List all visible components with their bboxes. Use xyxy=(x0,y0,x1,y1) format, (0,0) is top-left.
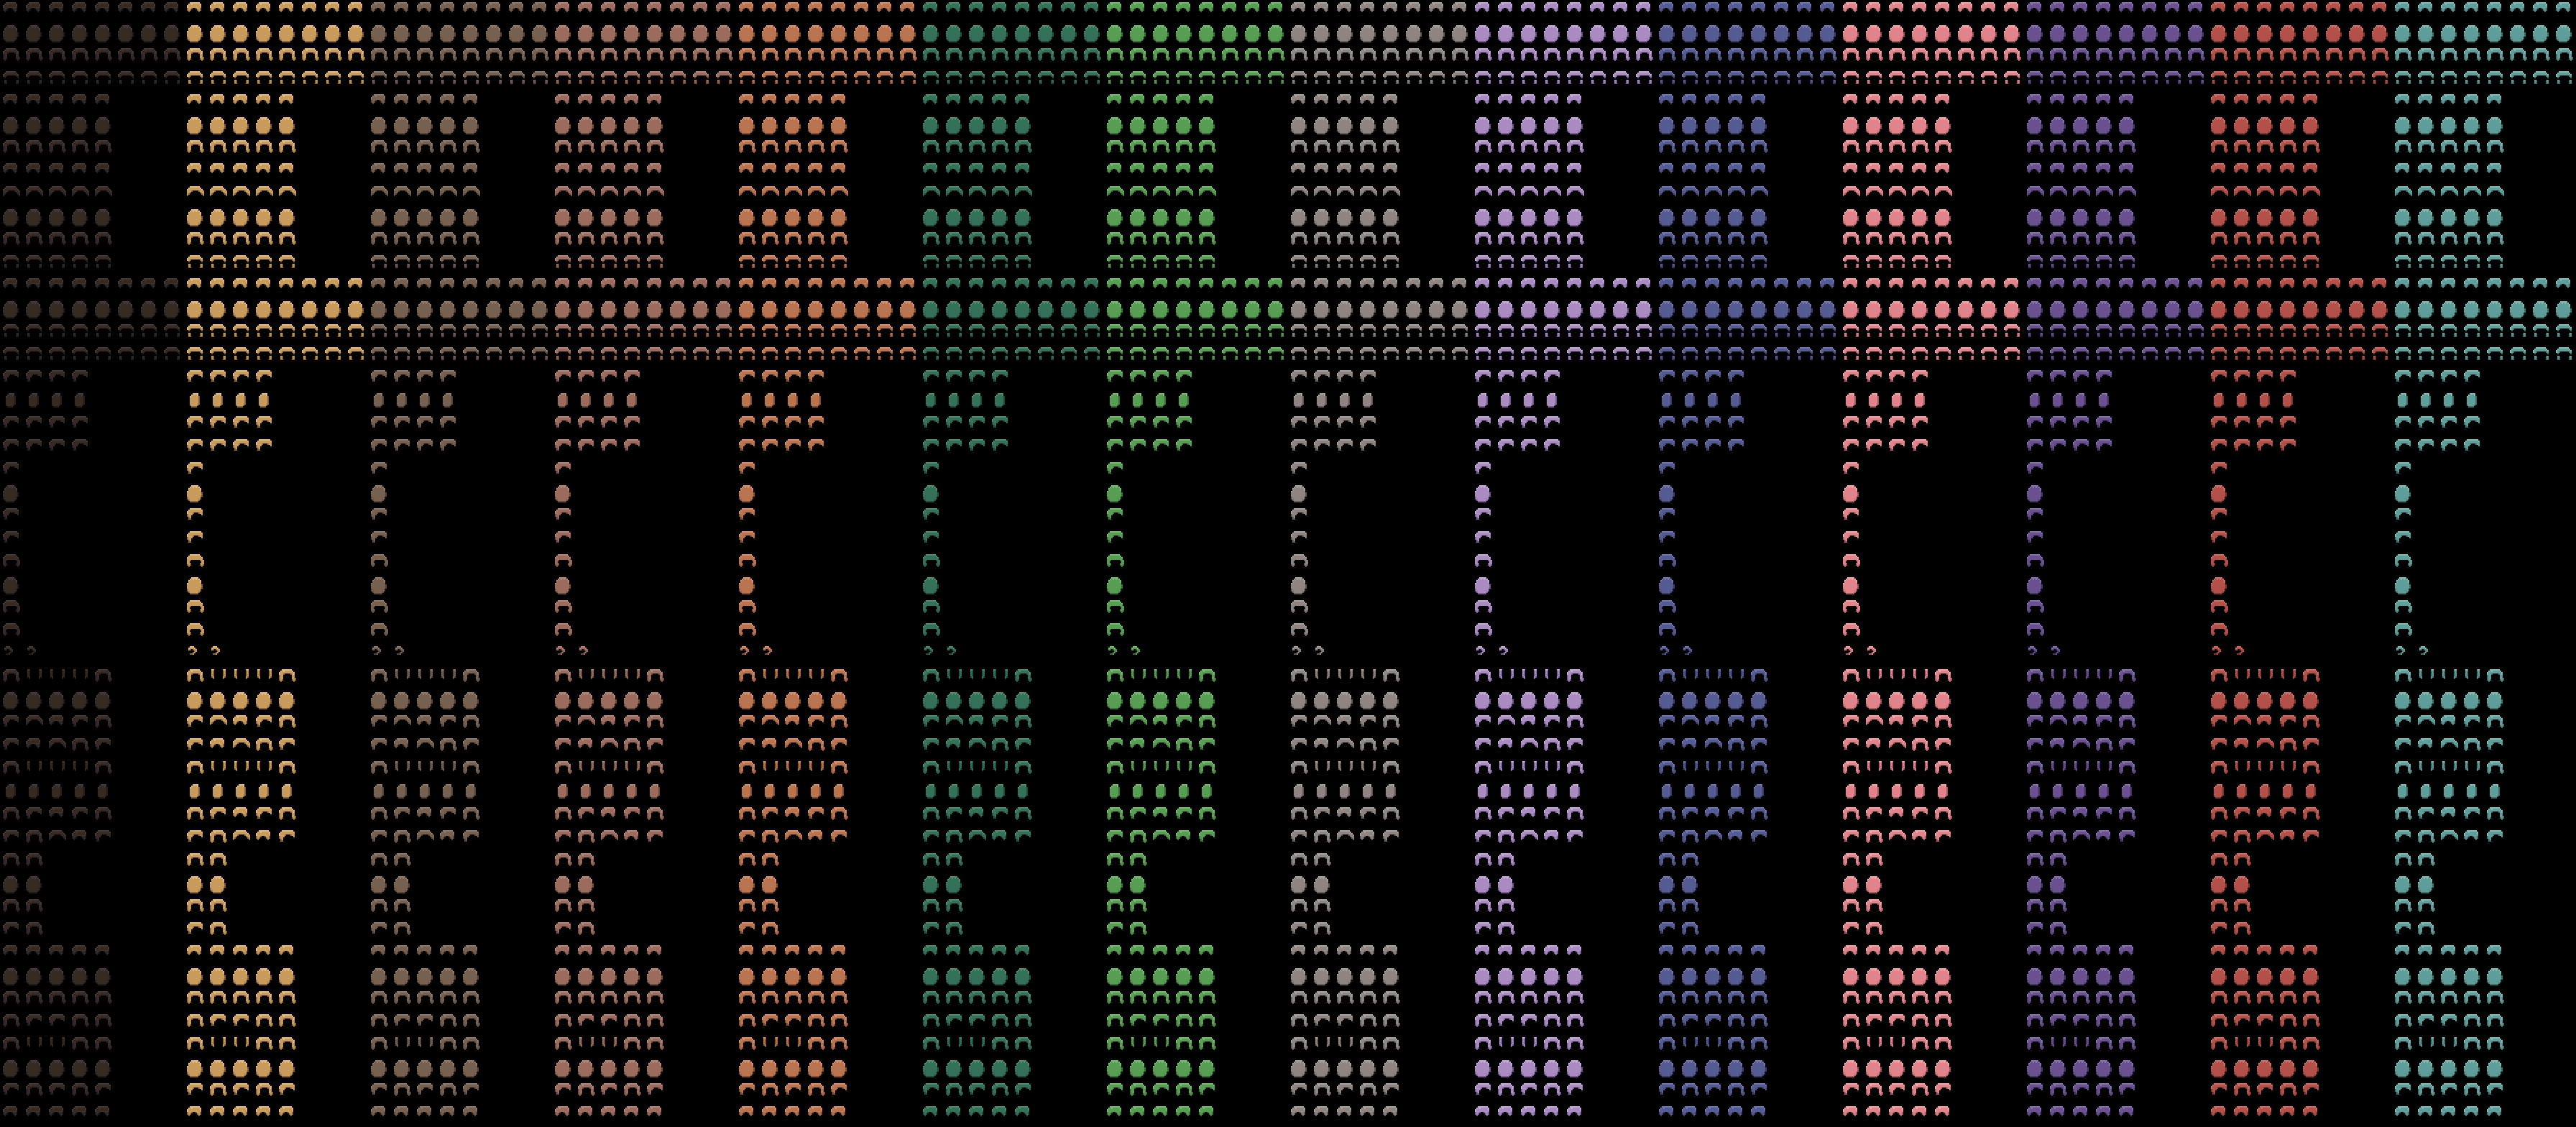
hair-sprite-sheet-canvas xyxy=(0,0,2576,1127)
hair-sprite-sheet xyxy=(0,0,2576,1127)
